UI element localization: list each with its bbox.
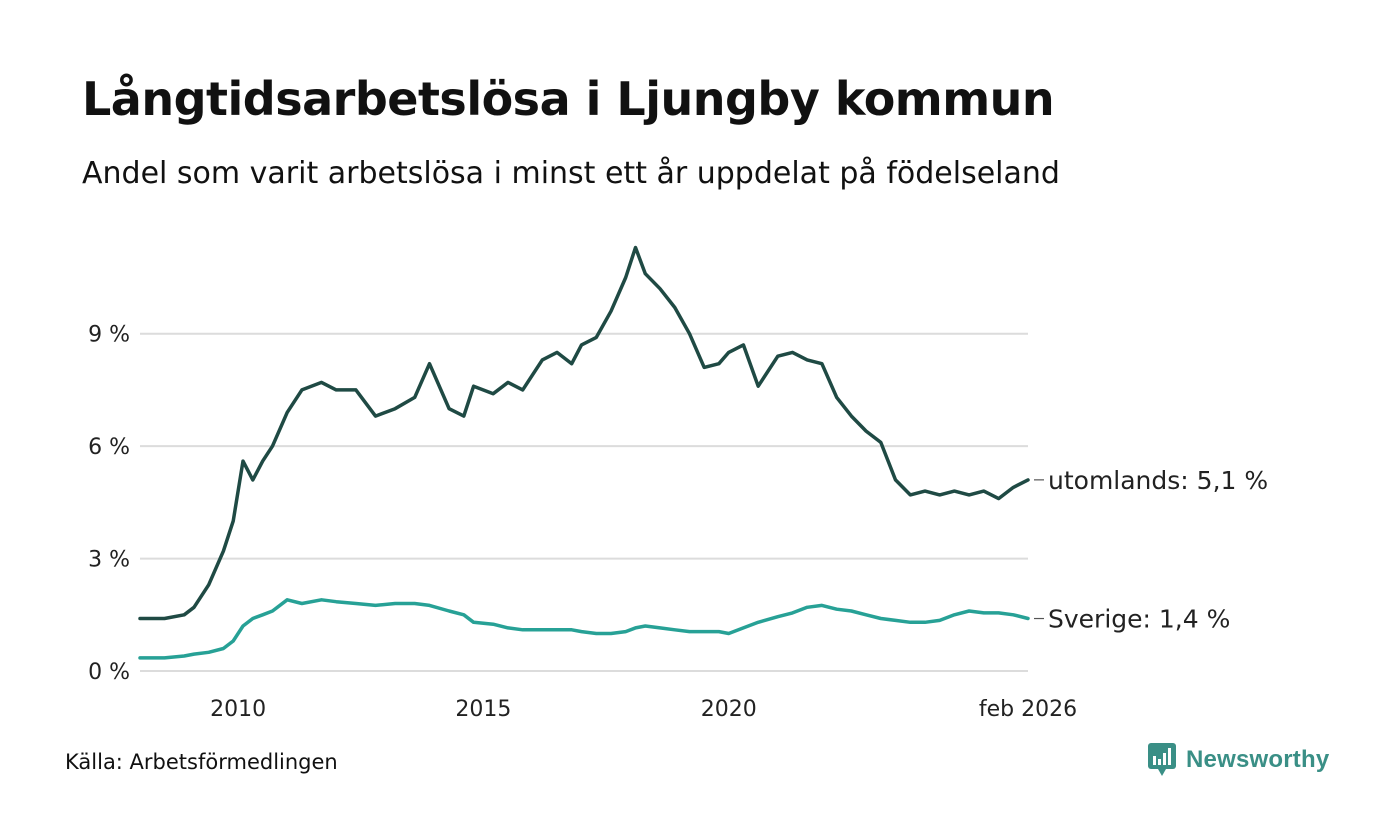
brand-logo: Newsworthy [1148, 743, 1329, 777]
y-tick-label: 0 % [88, 660, 130, 685]
end-labels: utomlands: 5,1 % Sverige: 1,4 % [1034, 466, 1268, 634]
y-tick-label: 3 % [88, 548, 130, 573]
brand-name: Newsworthy [1186, 746, 1330, 773]
grid-lines [140, 332, 1028, 672]
series-lines [138, 245, 1030, 660]
x-tick-label: 2015 [455, 697, 511, 722]
y-tick-label: 6 % [88, 435, 130, 460]
series-line-utomlands [138, 245, 1030, 621]
newsworthy-logo-icon [1148, 743, 1176, 776]
y-tick-label: 9 % [88, 323, 130, 348]
x-tick-label: 2010 [210, 697, 266, 722]
x-tick-label: 2020 [701, 697, 757, 722]
end-label-utomlands: utomlands: 5,1 % [1048, 466, 1268, 495]
x-axis-ticks: 2010 2015 2020 feb 2026 [210, 697, 1077, 722]
page-title: Långtidsarbetslösa i Ljungby kommun [82, 72, 1055, 126]
x-tick-label: feb 2026 [979, 697, 1077, 722]
end-label-sverige: Sverige: 1,4 % [1048, 605, 1230, 634]
y-axis-ticks: 0 % 3 % 6 % 9 % [88, 323, 130, 685]
source-note: Källa: Arbetsförmedlingen [65, 750, 338, 774]
page-subtitle: Andel som varit arbetslösa i minst ett å… [82, 156, 1060, 191]
series-line-sverige [138, 598, 1030, 660]
